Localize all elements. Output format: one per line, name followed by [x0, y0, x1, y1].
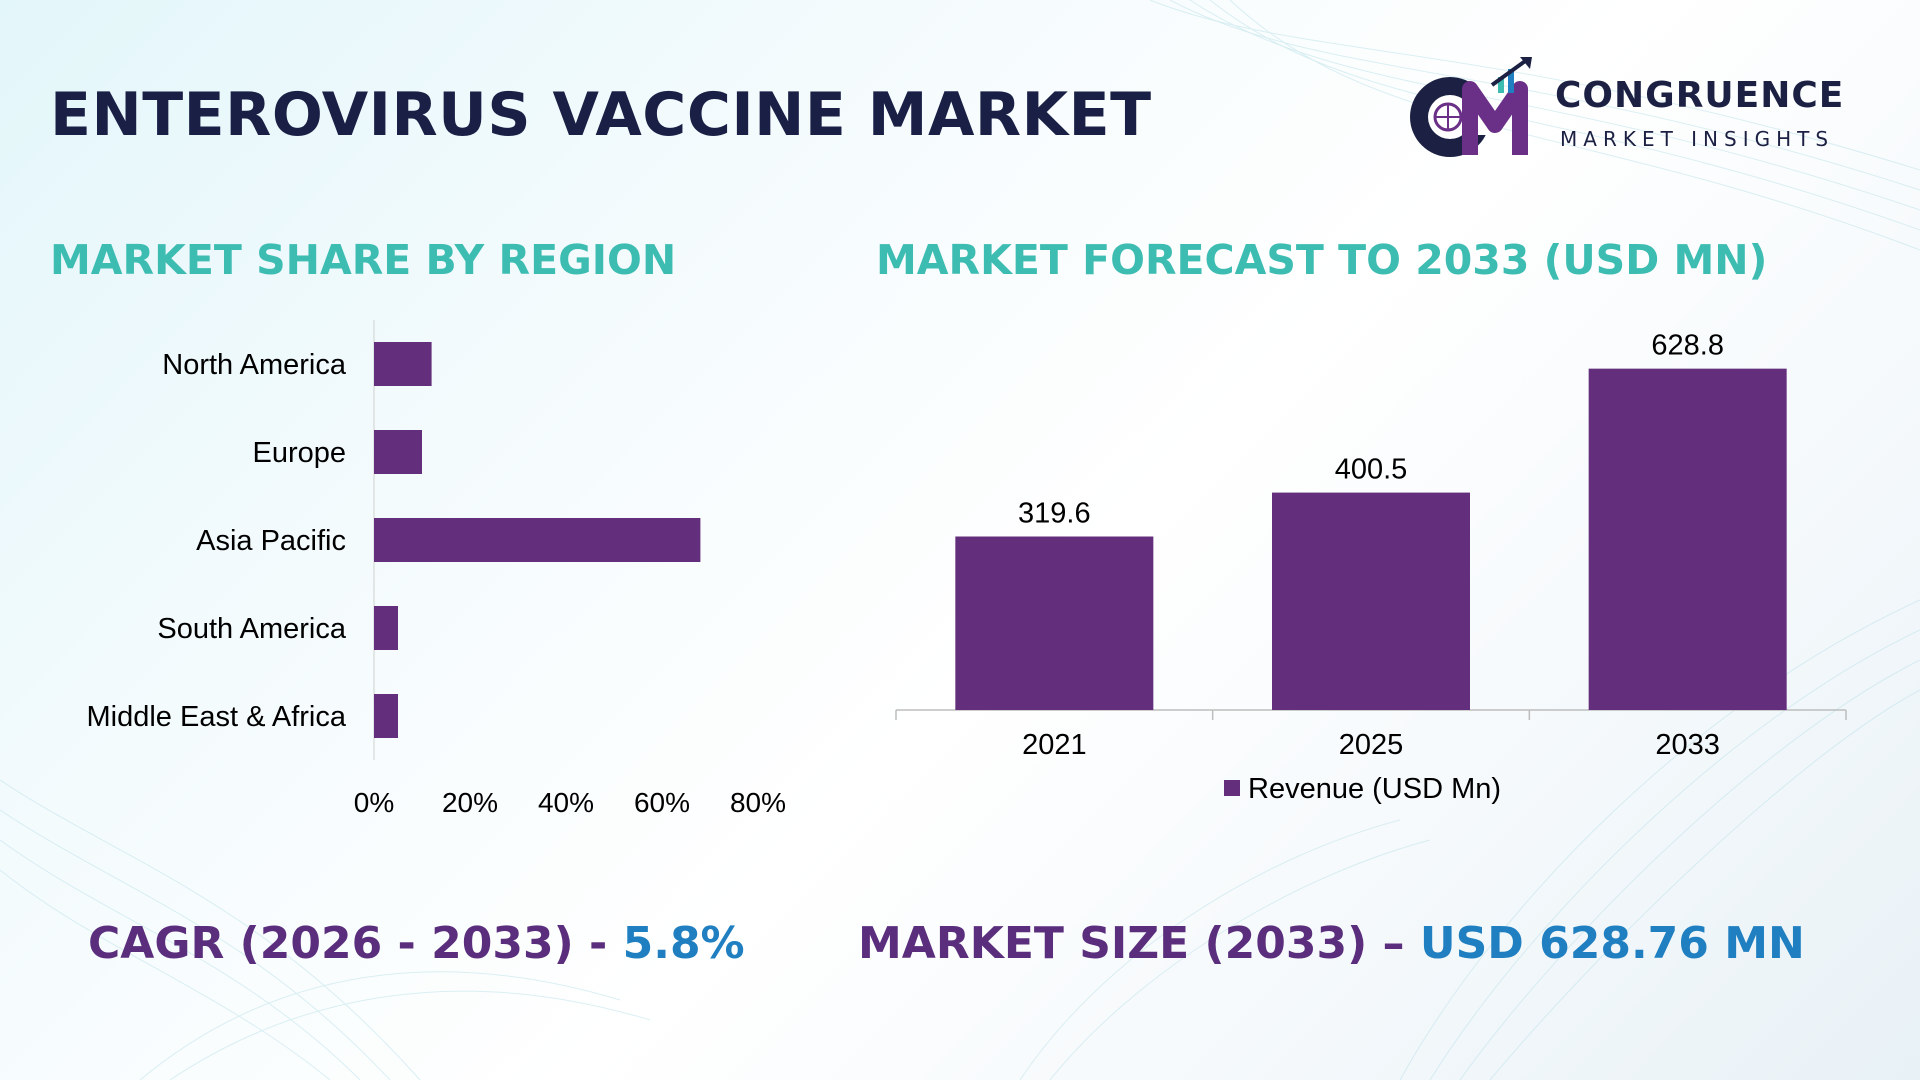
forecast-chart: 319.6 2021 400.5 2025 628.8 2033 Revenue (USD …: [895, 330, 1847, 805]
x-tick-label: 60%: [634, 787, 690, 818]
legend-swatch: [1224, 780, 1240, 796]
page-title: ENTEROVIRUS VACCINE MARKET: [50, 80, 1152, 150]
bar: [374, 430, 422, 474]
x-tick-label: 0%: [354, 787, 394, 818]
x-tick-label: 40%: [538, 787, 594, 818]
forecast-title: MARKET FORECAST TO 2033 (USD MN): [876, 236, 1768, 284]
x-tick-label: 2033: [1655, 729, 1720, 761]
category-label: North America: [162, 349, 347, 381]
category-label: South America: [157, 613, 346, 645]
category-label: Middle East & Africa: [87, 701, 347, 733]
market-size-label: MARKET SIZE (2033) –: [858, 918, 1420, 969]
bar: [374, 694, 398, 738]
data-label: 400.5: [1335, 454, 1408, 486]
region-share-title: MARKET SHARE BY REGION: [50, 236, 677, 284]
bar: [374, 342, 432, 386]
bar: [1588, 368, 1787, 710]
cagr-label: CAGR (2026 - 2033) -: [88, 918, 623, 969]
x-tick-label: 20%: [442, 787, 498, 818]
category-label: Asia Pacific: [196, 525, 346, 557]
region-share-chart: North America Europe Asia Pacific South Ame…: [87, 320, 786, 818]
bar: [374, 518, 701, 562]
x-tick-label: 2025: [1339, 729, 1404, 761]
legend-label: Revenue (USD Mn): [1248, 773, 1501, 805]
bar: [1272, 492, 1470, 710]
bar: [374, 606, 398, 650]
cm-monogram-logo-icon: [1410, 57, 1532, 157]
x-tick-label: 80%: [730, 787, 786, 818]
company-logo: CONGRUENCE MARKET INSIGHTS: [1400, 55, 1870, 165]
logo-tagline: MARKET INSIGHTS: [1560, 127, 1835, 151]
chart-legend: Revenue (USD Mn): [1224, 773, 1501, 805]
data-label: 628.8: [1651, 330, 1724, 362]
market-size-stat: MARKET SIZE (2033) – USD 628.76 MN: [858, 918, 1805, 969]
logo-name: CONGRUENCE: [1555, 75, 1845, 116]
bar: [955, 536, 1154, 710]
cagr-stat: CAGR (2026 - 2033) - 5.8%: [88, 918, 745, 969]
cagr-value: 5.8%: [622, 918, 745, 969]
x-tick-label: 2021: [1022, 729, 1087, 761]
market-size-value: USD 628.76 MN: [1419, 918, 1805, 969]
category-label: Europe: [252, 437, 346, 469]
data-label: 319.6: [1018, 498, 1091, 530]
